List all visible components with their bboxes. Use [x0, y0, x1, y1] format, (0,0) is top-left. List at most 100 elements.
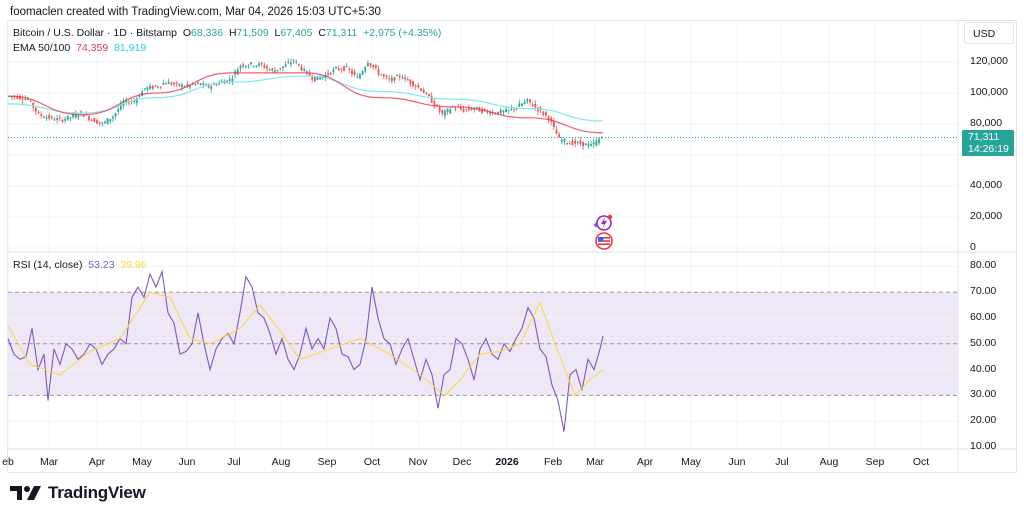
candle-body	[547, 116, 550, 121]
candle-body	[106, 118, 109, 125]
candle-body	[531, 104, 534, 107]
candle-body	[369, 63, 372, 66]
candle-body	[66, 115, 69, 120]
candle-body	[555, 129, 558, 135]
candle-body	[98, 121, 101, 124]
candle-body	[499, 109, 502, 114]
candle-body	[45, 117, 48, 119]
candle-body	[96, 119, 98, 124]
candle-body	[340, 69, 343, 71]
candle-body	[242, 64, 244, 67]
candle-body	[428, 94, 430, 97]
candle-body	[382, 74, 385, 77]
candle-body	[141, 91, 144, 96]
candle-body	[436, 104, 438, 106]
candle-body	[16, 95, 19, 99]
tradingview-logo-icon	[10, 486, 41, 500]
candle-body	[462, 108, 465, 112]
candle-body	[425, 92, 428, 94]
symbol-legend[interactable]: Bitcoin / U.S. Dollar · 1D · Bitstamp O6…	[13, 27, 441, 39]
candle-body	[146, 87, 149, 90]
candle-body	[521, 103, 523, 106]
candle-body	[502, 110, 505, 113]
candle-body	[210, 86, 213, 89]
candle-body	[574, 140, 577, 144]
candle-body	[32, 102, 35, 108]
rsi-label: RSI (14, close)	[13, 259, 83, 271]
ema50-value: 74,359	[76, 42, 109, 54]
brand-name: TradingView	[48, 483, 146, 502]
candle-body	[505, 109, 507, 112]
candle-body	[372, 64, 375, 67]
candle-body	[125, 99, 128, 103]
time-axis-label: 2026	[495, 456, 519, 468]
time-axis-label: Mar	[585, 456, 605, 468]
candle-body	[255, 65, 258, 67]
candle-body	[258, 63, 260, 66]
candle-body	[353, 71, 356, 75]
candle-body	[313, 76, 316, 82]
candle-body	[268, 69, 271, 71]
candle-body	[27, 98, 29, 100]
candle-body	[77, 115, 80, 118]
candle-body	[167, 81, 170, 84]
candle-body	[337, 68, 340, 70]
candle-body	[534, 103, 537, 108]
candle-body	[53, 119, 56, 121]
candle-body	[374, 65, 377, 68]
candle-body	[552, 121, 555, 127]
candle-body	[297, 63, 300, 66]
candle-body	[287, 62, 290, 64]
us-flag-event-icon[interactable]	[594, 232, 614, 250]
time-axis-label: Aug	[819, 456, 839, 468]
rsi-legend[interactable]: RSI (14, close) 53.23 39.96	[13, 259, 147, 271]
candle-body	[582, 141, 584, 147]
candle-body	[595, 140, 598, 146]
change-value: +2,975 (+4.35%)	[363, 27, 442, 39]
candle-body	[406, 79, 409, 81]
candle-body	[175, 82, 178, 84]
candle-body	[412, 81, 414, 87]
candle-body	[422, 89, 425, 94]
candle-body	[475, 107, 478, 109]
rsi-axis-label: 80.00	[970, 259, 997, 272]
candle-body	[194, 83, 197, 85]
candle-body	[151, 86, 154, 89]
price-axis-label: 100,000	[970, 86, 1008, 98]
price-axis-label: 20,000	[970, 210, 1003, 222]
candle-body	[282, 66, 284, 69]
candle-body	[212, 83, 215, 85]
ema-legend[interactable]: EMA 50/100 74,359 81,919	[13, 42, 146, 54]
lightning-event-icon[interactable]	[592, 213, 614, 233]
candle-body	[64, 119, 67, 121]
candle-body	[441, 109, 444, 114]
candle-body	[417, 85, 420, 88]
candle-body	[135, 98, 138, 103]
candle-body	[48, 114, 51, 119]
high-label: H	[228, 27, 237, 39]
candle-body	[414, 85, 417, 87]
candle-body	[311, 76, 314, 80]
rsi-axis-label: 10.00	[970, 440, 997, 452]
candle-body	[149, 85, 152, 89]
candle-body	[571, 140, 574, 145]
candle-body	[50, 116, 53, 119]
candle-body	[563, 138, 566, 142]
candle-body	[364, 67, 367, 72]
currency-button[interactable]: USD	[964, 22, 1014, 44]
candle-body	[305, 71, 308, 73]
candle-body	[409, 79, 412, 84]
close-value: 71,311	[325, 27, 358, 39]
candle-body	[587, 143, 590, 147]
candle-body	[600, 137, 603, 139]
candle-body	[449, 109, 452, 114]
candle-body	[74, 113, 77, 118]
tradingview-logo[interactable]: TradingView	[10, 483, 146, 503]
candle-body	[319, 76, 322, 80]
candle-body	[359, 74, 361, 79]
candle-body	[388, 78, 391, 80]
candle-body	[127, 102, 130, 104]
time-axis-label: Jul	[775, 456, 789, 468]
price-axis-label: 0	[970, 241, 976, 253]
